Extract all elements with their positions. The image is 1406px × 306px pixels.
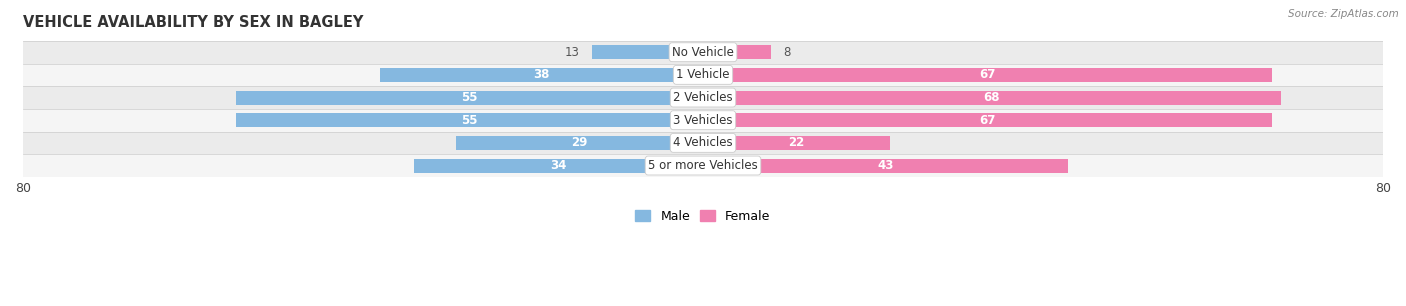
Bar (592, 45, 703, 59)
Bar (22, 109, 1384, 132)
Text: 55: 55 (461, 91, 478, 104)
Text: 1 Vehicle: 1 Vehicle (676, 68, 730, 81)
Text: 22: 22 (789, 136, 804, 149)
Bar (703, 45, 770, 59)
Bar (22, 41, 1384, 64)
Text: 34: 34 (550, 159, 567, 172)
Bar (380, 68, 703, 82)
Bar (703, 136, 890, 150)
Bar (703, 159, 1069, 173)
Text: 43: 43 (877, 159, 894, 172)
Text: VEHICLE AVAILABILITY BY SEX IN BAGLEY: VEHICLE AVAILABILITY BY SEX IN BAGLEY (22, 15, 363, 30)
Bar (703, 113, 1272, 127)
Text: 3 Vehicles: 3 Vehicles (673, 114, 733, 127)
Bar (235, 113, 703, 127)
Text: 13: 13 (565, 46, 579, 59)
Text: 4 Vehicles: 4 Vehicles (673, 136, 733, 149)
Text: 67: 67 (980, 68, 995, 81)
Bar (22, 86, 1384, 109)
Bar (703, 68, 1272, 82)
Text: 67: 67 (980, 114, 995, 127)
Text: No Vehicle: No Vehicle (672, 46, 734, 59)
Text: 5 or more Vehicles: 5 or more Vehicles (648, 159, 758, 172)
Bar (235, 91, 703, 105)
Bar (22, 64, 1384, 86)
Bar (457, 136, 703, 150)
Legend: Male, Female: Male, Female (630, 205, 776, 228)
Bar (703, 91, 1281, 105)
Text: 2 Vehicles: 2 Vehicles (673, 91, 733, 104)
Text: 68: 68 (984, 91, 1000, 104)
Text: 29: 29 (572, 136, 588, 149)
Text: 8: 8 (783, 46, 792, 59)
Text: 38: 38 (533, 68, 550, 81)
Bar (22, 154, 1384, 177)
Bar (413, 159, 703, 173)
Text: Source: ZipAtlas.com: Source: ZipAtlas.com (1288, 9, 1399, 19)
Bar (22, 132, 1384, 154)
Text: 55: 55 (461, 114, 478, 127)
